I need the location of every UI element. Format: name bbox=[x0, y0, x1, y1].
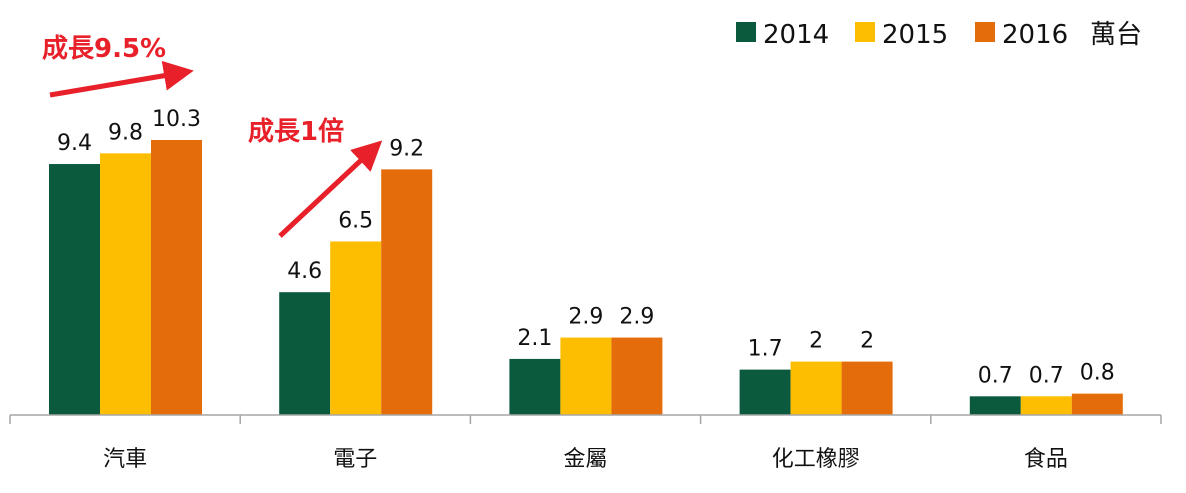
value-label-2016-化工橡膠: 2 bbox=[860, 329, 874, 354]
bars-layer bbox=[49, 140, 1123, 415]
annotation-auto-growth-text: 成長9.5% bbox=[42, 34, 166, 64]
category-label-電子: 電子 bbox=[333, 447, 377, 472]
bar-2015-汽車 bbox=[100, 153, 151, 415]
x-axis bbox=[9, 414, 1162, 424]
category-label-汽車: 汽車 bbox=[103, 447, 147, 472]
bar-2014-電子 bbox=[279, 292, 331, 415]
value-label-2015-食品: 0.7 bbox=[1029, 363, 1064, 388]
legend-swatch-2016 bbox=[975, 22, 995, 42]
bar-2015-食品 bbox=[1020, 396, 1072, 415]
bar-2014-化工橡膠 bbox=[739, 369, 791, 415]
value-label-2014-食品: 0.7 bbox=[978, 363, 1013, 388]
bar-2015-電子 bbox=[330, 241, 382, 415]
category-label-化工橡膠: 化工橡膠 bbox=[772, 447, 860, 472]
legend-swatch-2014 bbox=[736, 22, 756, 42]
bar-2016-電子 bbox=[381, 169, 433, 415]
legend-label-2015: 2015 bbox=[882, 20, 948, 50]
annotation-electronics-growth-arrow bbox=[278, 140, 383, 238]
legend-swatch-2015 bbox=[855, 22, 875, 42]
value-label-2015-汽車: 9.8 bbox=[108, 120, 143, 145]
category-label-金屬: 金屬 bbox=[563, 447, 607, 472]
annotation-auto-growth-arrow bbox=[49, 60, 194, 98]
legend-item-2015: 2015 bbox=[855, 20, 948, 50]
value-label-2014-化工橡膠: 1.7 bbox=[748, 337, 783, 362]
bar-2015-金屬 bbox=[560, 337, 612, 415]
legend-label-2016: 2016 bbox=[1002, 20, 1068, 50]
bar-2015-化工橡膠 bbox=[790, 361, 842, 415]
value-label-2015-化工橡膠: 2 bbox=[809, 329, 823, 354]
bar-2016-金屬 bbox=[611, 337, 663, 415]
legend: 2014 2015 2016 萬台 bbox=[736, 20, 1142, 50]
unit-label: 萬台 bbox=[1090, 20, 1142, 50]
bar-2014-金屬 bbox=[509, 358, 561, 415]
bar-2014-食品 bbox=[969, 396, 1021, 415]
bar-2016-化工橡膠 bbox=[841, 361, 893, 415]
value-label-2014-電子: 4.6 bbox=[287, 259, 322, 284]
bar-2016-食品 bbox=[1071, 393, 1123, 415]
value-label-2016-汽車: 10.3 bbox=[152, 107, 201, 132]
value-labels-layer: 9.4 9.8 10.3 4.6 6.5 9.2 2.1 2.9 2.9 1.7 2 2 0.7 0.7 0… bbox=[57, 107, 1115, 388]
bar-2014-汽車 bbox=[49, 164, 100, 415]
legend-label-2014: 2014 bbox=[763, 20, 829, 50]
value-label-2014-汽車: 9.4 bbox=[57, 131, 92, 156]
value-label-2014-金屬: 2.1 bbox=[517, 326, 552, 351]
value-label-2016-金屬: 2.9 bbox=[619, 305, 654, 330]
value-label-2015-金屬: 2.9 bbox=[568, 305, 603, 330]
legend-item-2016: 2016 bbox=[975, 20, 1068, 50]
bar-2016-汽車 bbox=[151, 140, 202, 415]
value-label-2015-電子: 6.5 bbox=[338, 208, 373, 233]
annotation-auto-growth: 成長9.5% bbox=[42, 34, 194, 98]
annotation-electronics-growth: 成長1倍 bbox=[248, 116, 383, 238]
category-labels-layer: 汽車 電子 金屬 化工橡膠 食品 bbox=[103, 447, 1068, 472]
annotation-electronics-growth-text: 成長1倍 bbox=[248, 116, 344, 147]
category-label-食品: 食品 bbox=[1024, 447, 1068, 472]
legend-item-2014: 2014 bbox=[736, 20, 829, 50]
value-label-2016-食品: 0.8 bbox=[1080, 361, 1115, 386]
value-label-2016-電子: 9.2 bbox=[389, 136, 424, 161]
